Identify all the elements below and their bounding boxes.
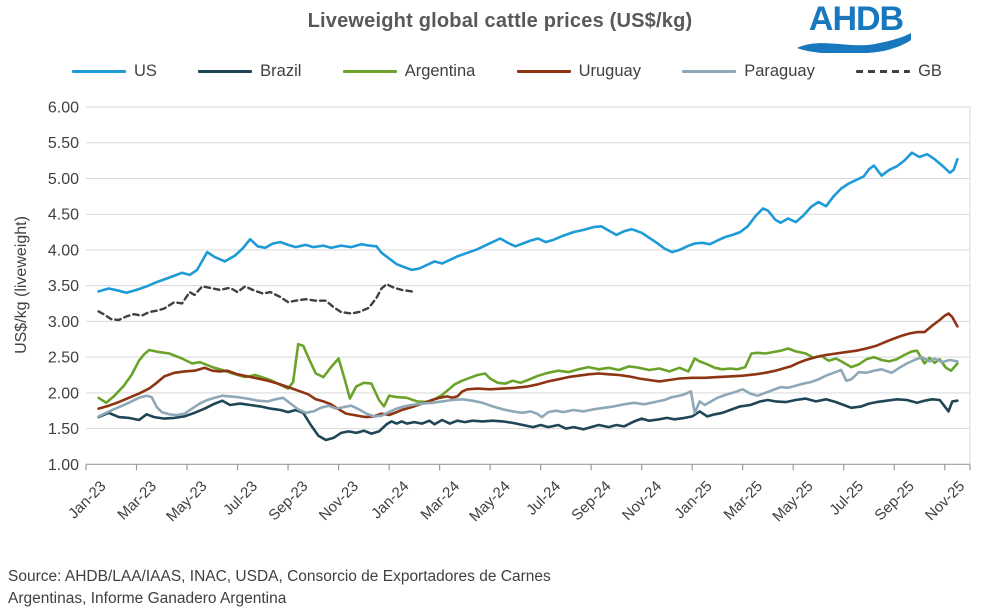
y-tick-label: 5.50 <box>48 135 79 152</box>
series-line-paraguay <box>97 355 959 419</box>
legend-item-brazil: Brazil <box>198 62 301 81</box>
y-tick-label: 2.00 <box>48 385 79 402</box>
x-tick-label: May-23 <box>163 478 210 525</box>
series-line-us <box>97 151 959 295</box>
legend-item-paraguay: Paraguay <box>682 62 815 81</box>
legend-label-us: US <box>134 62 157 80</box>
y-tick-label: 1.50 <box>48 421 79 438</box>
ahdb-logo: AHDB <box>795 2 917 53</box>
x-tick-label: Jul-25 <box>826 478 867 519</box>
source-line-1: Source: AHDB/LAA/IAAS, INAC, USDA, Conso… <box>8 568 551 585</box>
series-line-argentina <box>97 342 959 408</box>
x-tick-label: Jan-23 <box>65 478 109 522</box>
us-line-swatch <box>72 69 126 74</box>
x-tick-label: Mar-23 <box>114 478 160 524</box>
y-tick-label: 4.00 <box>48 242 79 259</box>
series-line-uruguay <box>97 312 959 419</box>
ahdb-logo-text: AHDB <box>808 0 904 38</box>
y-tick-label: 2.50 <box>48 350 79 367</box>
source-note: Source: AHDB/LAA/IAAS, INAC, USDA, Conso… <box>8 566 551 609</box>
legend-item-gb: GB <box>856 62 942 81</box>
legend-label-uruguay: Uruguay <box>578 62 641 80</box>
x-tick-label: Nov-23 <box>316 478 362 524</box>
x-tick-label: Jul-24 <box>523 478 564 519</box>
y-tick-label: 1.00 <box>48 457 79 474</box>
legend-item-argentina: Argentina <box>342 62 476 81</box>
legend-label-argentina: Argentina <box>404 62 476 80</box>
argentina-line-swatch <box>342 69 397 74</box>
legend-item-uruguay: Uruguay <box>516 62 641 81</box>
x-tick-label: Nov-24 <box>619 478 665 524</box>
y-tick-label: 4.50 <box>48 207 79 224</box>
legend-label-paraguay: Paraguay <box>744 62 815 80</box>
x-tick-label: Nov-25 <box>922 478 968 524</box>
x-tick-label: Sep-25 <box>871 478 917 524</box>
x-tick-label: May-24 <box>466 478 513 525</box>
x-tick-label: Sep-24 <box>568 478 614 524</box>
ahdb-wave-icon <box>797 33 911 53</box>
series-line-brazil <box>97 397 959 442</box>
paraguay-line-swatch <box>682 69 737 74</box>
series-line-gb <box>97 283 413 322</box>
legend-item-us: US <box>72 62 157 81</box>
brazil-line-swatch <box>198 69 253 74</box>
legend: US Brazil Argentina Uruguay Paraguay GB <box>72 62 942 81</box>
x-tick-label: Jan-25 <box>671 478 715 522</box>
chart-title: Liveweight global cattle prices (US$/kg) <box>307 10 693 32</box>
x-tick-label: Sep-23 <box>265 478 311 524</box>
x-tick-label: Mar-25 <box>721 478 767 524</box>
x-tick-label: May-25 <box>769 478 816 525</box>
source-line-2: Argentinas, Informe Ganadero Argentina <box>8 589 287 607</box>
y-tick-label: 6.00 <box>48 100 79 117</box>
legend-label-brazil: Brazil <box>260 62 302 80</box>
uruguay-line-swatch <box>516 69 571 74</box>
x-tick-label: Mar-24 <box>417 478 463 524</box>
x-tick-label: Jul-23 <box>220 478 261 519</box>
x-tick-label: Jan-24 <box>368 478 412 522</box>
legend-label-gb: GB <box>918 62 942 80</box>
y-tick-label: 3.00 <box>48 314 79 331</box>
y-tick-label: 5.00 <box>48 171 79 188</box>
y-tick-label: 3.50 <box>48 278 79 295</box>
gb-dashed-line-swatch <box>856 70 911 73</box>
